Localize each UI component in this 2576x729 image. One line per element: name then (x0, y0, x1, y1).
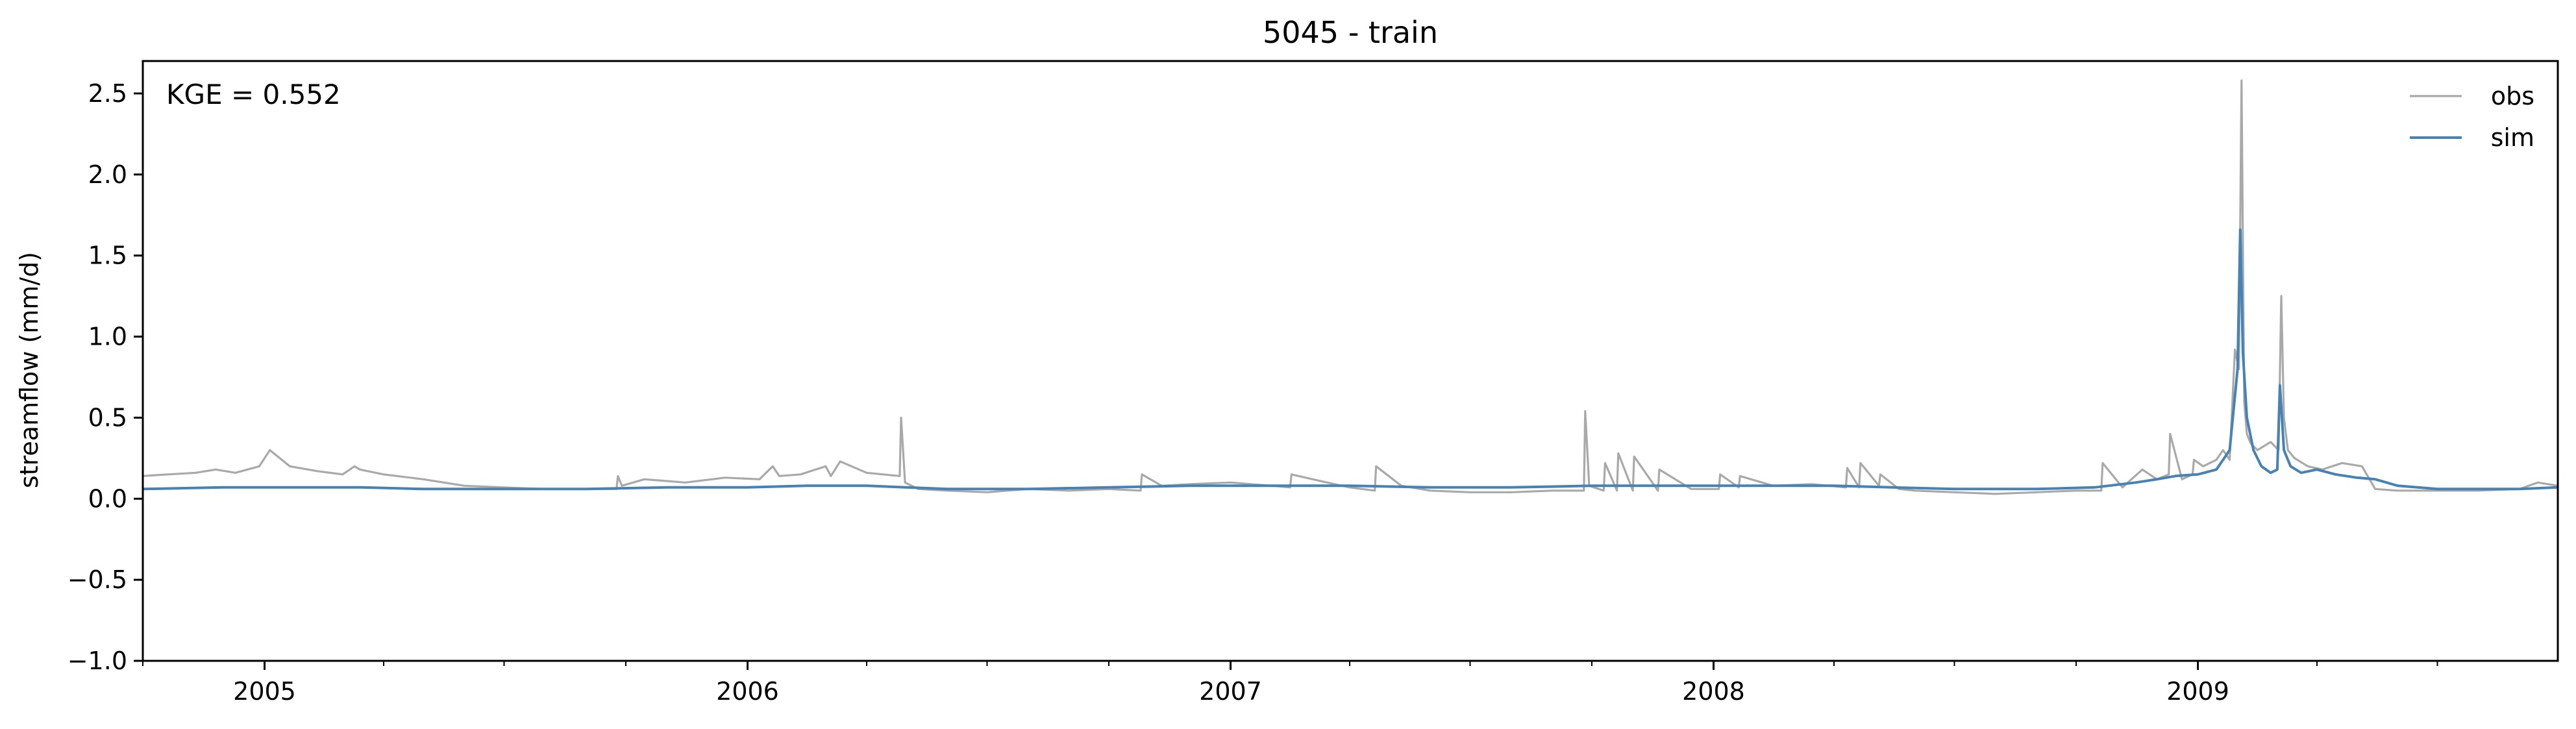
y-tick-label: 2.0 (88, 160, 127, 189)
x-tick-label: 2005 (233, 677, 296, 706)
y-axis-label: streamflow (mm/d) (15, 252, 43, 488)
x-tick-label: 2008 (1682, 677, 1745, 706)
y-tick-label: 0.5 (88, 403, 127, 432)
kge-annotation: KGE = 0.552 (166, 79, 341, 110)
y-tick-label: −1.0 (68, 647, 127, 675)
legend: obs sim (2410, 82, 2534, 152)
x-tick-label: 2006 (716, 677, 779, 706)
series-line-obs (142, 79, 2558, 495)
x-tick-label: 2007 (1199, 677, 1262, 706)
series-line-sim (142, 228, 2558, 491)
y-tick-label: 1.0 (88, 323, 127, 351)
plot-area (142, 79, 2558, 495)
y-axis: −1.0 −0.5 0.0 0.5 1.0 1.5 2.0 2.5 (68, 79, 143, 675)
plot-frame (142, 60, 2559, 662)
chart-title: 5045 - train (1263, 15, 1438, 50)
y-tick-label: 2.5 (88, 79, 127, 108)
y-tick-label: 1.5 (88, 241, 127, 270)
legend-label-obs: obs (2491, 82, 2534, 110)
y-tick-label: 0.0 (88, 484, 127, 513)
x-tick-label: 2009 (2166, 677, 2229, 706)
legend-label-sim: sim (2491, 123, 2534, 152)
y-tick-label: −0.5 (68, 565, 127, 594)
x-axis: 2005 2006 2007 2008 2009 (142, 661, 2438, 706)
